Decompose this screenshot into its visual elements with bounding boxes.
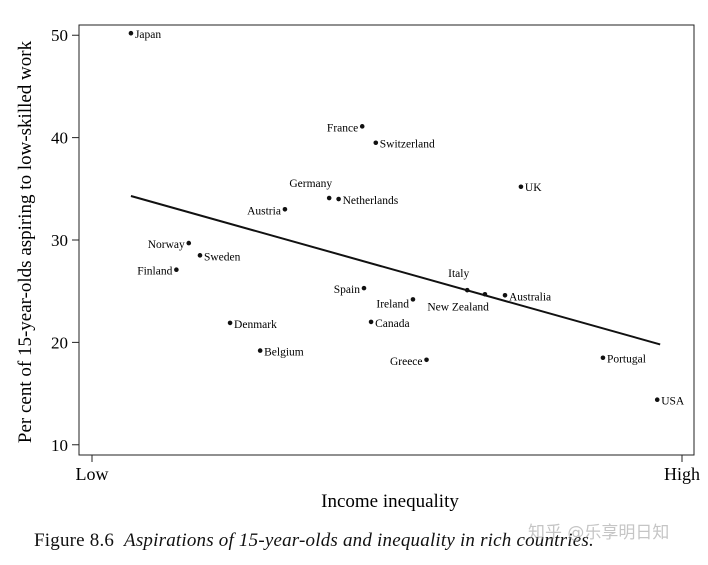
point-label-portugal: Portugal <box>607 354 646 366</box>
data-point-spain <box>361 285 367 291</box>
data-point-austria <box>282 206 288 212</box>
data-point-switzerland <box>373 140 379 146</box>
data-point-norway <box>186 240 192 246</box>
point-label-ireland: Ireland <box>376 298 409 310</box>
point-label-italy: Italy <box>448 268 469 280</box>
data-point-denmark <box>227 320 233 326</box>
data-point-sweden <box>197 253 203 258</box>
y-axis-label: Per cent of 15-year-olds aspiring to low… <box>15 40 36 443</box>
point-label-norway: Norway <box>148 239 185 251</box>
data-point-belgium <box>257 348 263 353</box>
point-label-spain: Spain <box>334 284 360 296</box>
point-label-greece: Greece <box>390 356 423 368</box>
point-labels: Japan France Switzerland UK Germany Netherlan… <box>135 29 685 408</box>
point-label-france: France <box>327 122 358 134</box>
x-axis-label: Income inequality <box>321 491 459 512</box>
data-point-ireland <box>410 297 416 302</box>
point-label-finland: Finland <box>137 266 172 278</box>
y-tick-label: 20 <box>51 333 68 352</box>
x-tick-label-high: High <box>664 464 700 484</box>
point-label-australia: Australia <box>509 291 551 303</box>
scatter-chart: 10 20 30 40 50 Low High Japan France Switzerland… <box>15 24 700 512</box>
data-point-australia <box>502 292 508 298</box>
y-tick-label: 50 <box>51 26 68 45</box>
data-point-finland <box>174 267 179 272</box>
point-label-austria: Austria <box>247 205 281 217</box>
y-tick-label: 10 <box>51 436 68 455</box>
data-point-canada <box>368 319 374 325</box>
axes: 10 20 30 40 50 Low High <box>51 24 700 484</box>
figure-number: Figure 8.6 <box>34 530 115 551</box>
data-point-netherlands <box>336 196 341 202</box>
figure-caption: Figure 8.6 Aspirations of 15-year-olds a… <box>34 530 594 552</box>
point-label-sweden: Sweden <box>204 251 241 263</box>
point-label-usa: USA <box>661 396 685 408</box>
figure-caption-text: Aspirations of 15-year-olds and inequali… <box>124 530 594 551</box>
data-point-france <box>359 124 365 129</box>
point-label-belgium: Belgium <box>264 347 304 359</box>
trend-line <box>130 195 661 346</box>
data-point-uk <box>518 184 524 190</box>
y-tick-label: 30 <box>51 231 68 250</box>
point-label-switzerland: Switzerland <box>380 139 435 151</box>
data-points <box>128 30 660 403</box>
trend-line-group <box>130 195 661 346</box>
point-label-uk: UK <box>525 182 542 194</box>
data-point-japan <box>128 30 134 36</box>
data-point-greece <box>424 357 429 363</box>
point-label-canada: Canada <box>375 318 409 330</box>
x-tick-label-low: Low <box>76 464 109 484</box>
point-label-japan: Japan <box>135 29 161 41</box>
point-label-denmark: Denmark <box>234 319 277 331</box>
y-tick-label: 40 <box>51 129 68 148</box>
point-label-netherlands: Netherlands <box>343 195 399 207</box>
data-point-germany <box>326 195 332 201</box>
data-point-usa <box>654 397 660 403</box>
watermark: 知乎 @乐享明日知 <box>528 523 670 543</box>
point-label-germany: Germany <box>289 178 332 190</box>
point-label-new-zealand: New Zealand <box>427 301 489 313</box>
data-point-portugal <box>600 355 606 361</box>
